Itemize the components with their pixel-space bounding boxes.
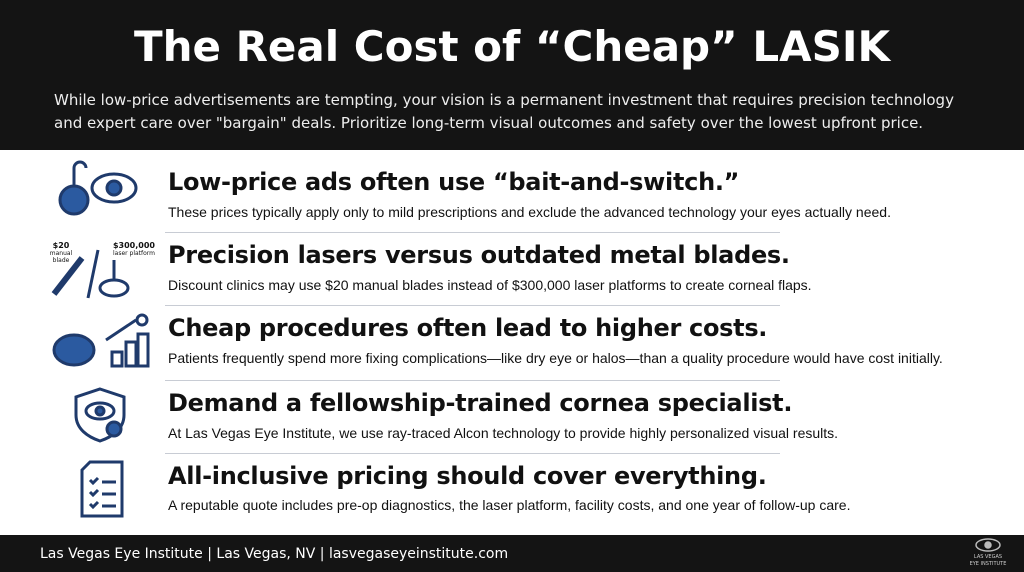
icon-label: $300,000 laser platform bbox=[110, 241, 158, 257]
item-body: These prices typically apply only to mil… bbox=[168, 204, 891, 220]
logo-text: LAS VEGAS bbox=[973, 554, 1003, 560]
title: The Real Cost of “Cheap” LASIK bbox=[133, 22, 891, 71]
item-body: At Las Vegas Eye Institute, we use ray-t… bbox=[168, 425, 839, 441]
subtitle: and expert care over "bargain" deals. Pr… bbox=[54, 114, 924, 132]
separator bbox=[165, 453, 780, 454]
separator bbox=[165, 232, 780, 233]
footer-text: Las Vegas Eye Institute | Las Vegas, NV … bbox=[40, 546, 509, 562]
icon-bait bbox=[58, 160, 138, 216]
icon-costs bbox=[52, 313, 150, 368]
price: $20 bbox=[52, 241, 70, 250]
price: $300,000 bbox=[112, 241, 155, 250]
icon-blade bbox=[51, 249, 130, 299]
logo-text: EYE INSTITUTE bbox=[969, 561, 1007, 567]
item-body: Patients frequently spend more fixing co… bbox=[168, 350, 943, 366]
icon-checklist bbox=[80, 460, 124, 518]
caption: laser platform bbox=[112, 250, 156, 257]
subtitle: While low-price advertisements are tempt… bbox=[54, 91, 954, 109]
icon-specialist bbox=[74, 387, 126, 443]
separator bbox=[165, 305, 780, 306]
separator bbox=[165, 380, 780, 381]
icon-label: $20 manual blade bbox=[48, 241, 74, 264]
item-body: A reputable quote includes pre-op diagno… bbox=[168, 497, 851, 513]
header bbox=[0, 0, 1024, 150]
item-heading: Precision lasers versus outdated metal b… bbox=[168, 241, 790, 269]
caption: manual blade bbox=[49, 250, 73, 264]
item-heading: Cheap procedures often lead to higher co… bbox=[168, 314, 768, 342]
item-body: Discount clinics may use $20 manual blad… bbox=[168, 277, 812, 293]
item-heading: Low-price ads often use “bait-and-switch… bbox=[168, 168, 740, 196]
logo-eye bbox=[975, 538, 1001, 552]
item-heading: Demand a fellowship-trained cornea speci… bbox=[168, 389, 793, 417]
footer bbox=[0, 535, 1024, 572]
item-heading: All-inclusive pricing should cover every… bbox=[168, 462, 767, 490]
